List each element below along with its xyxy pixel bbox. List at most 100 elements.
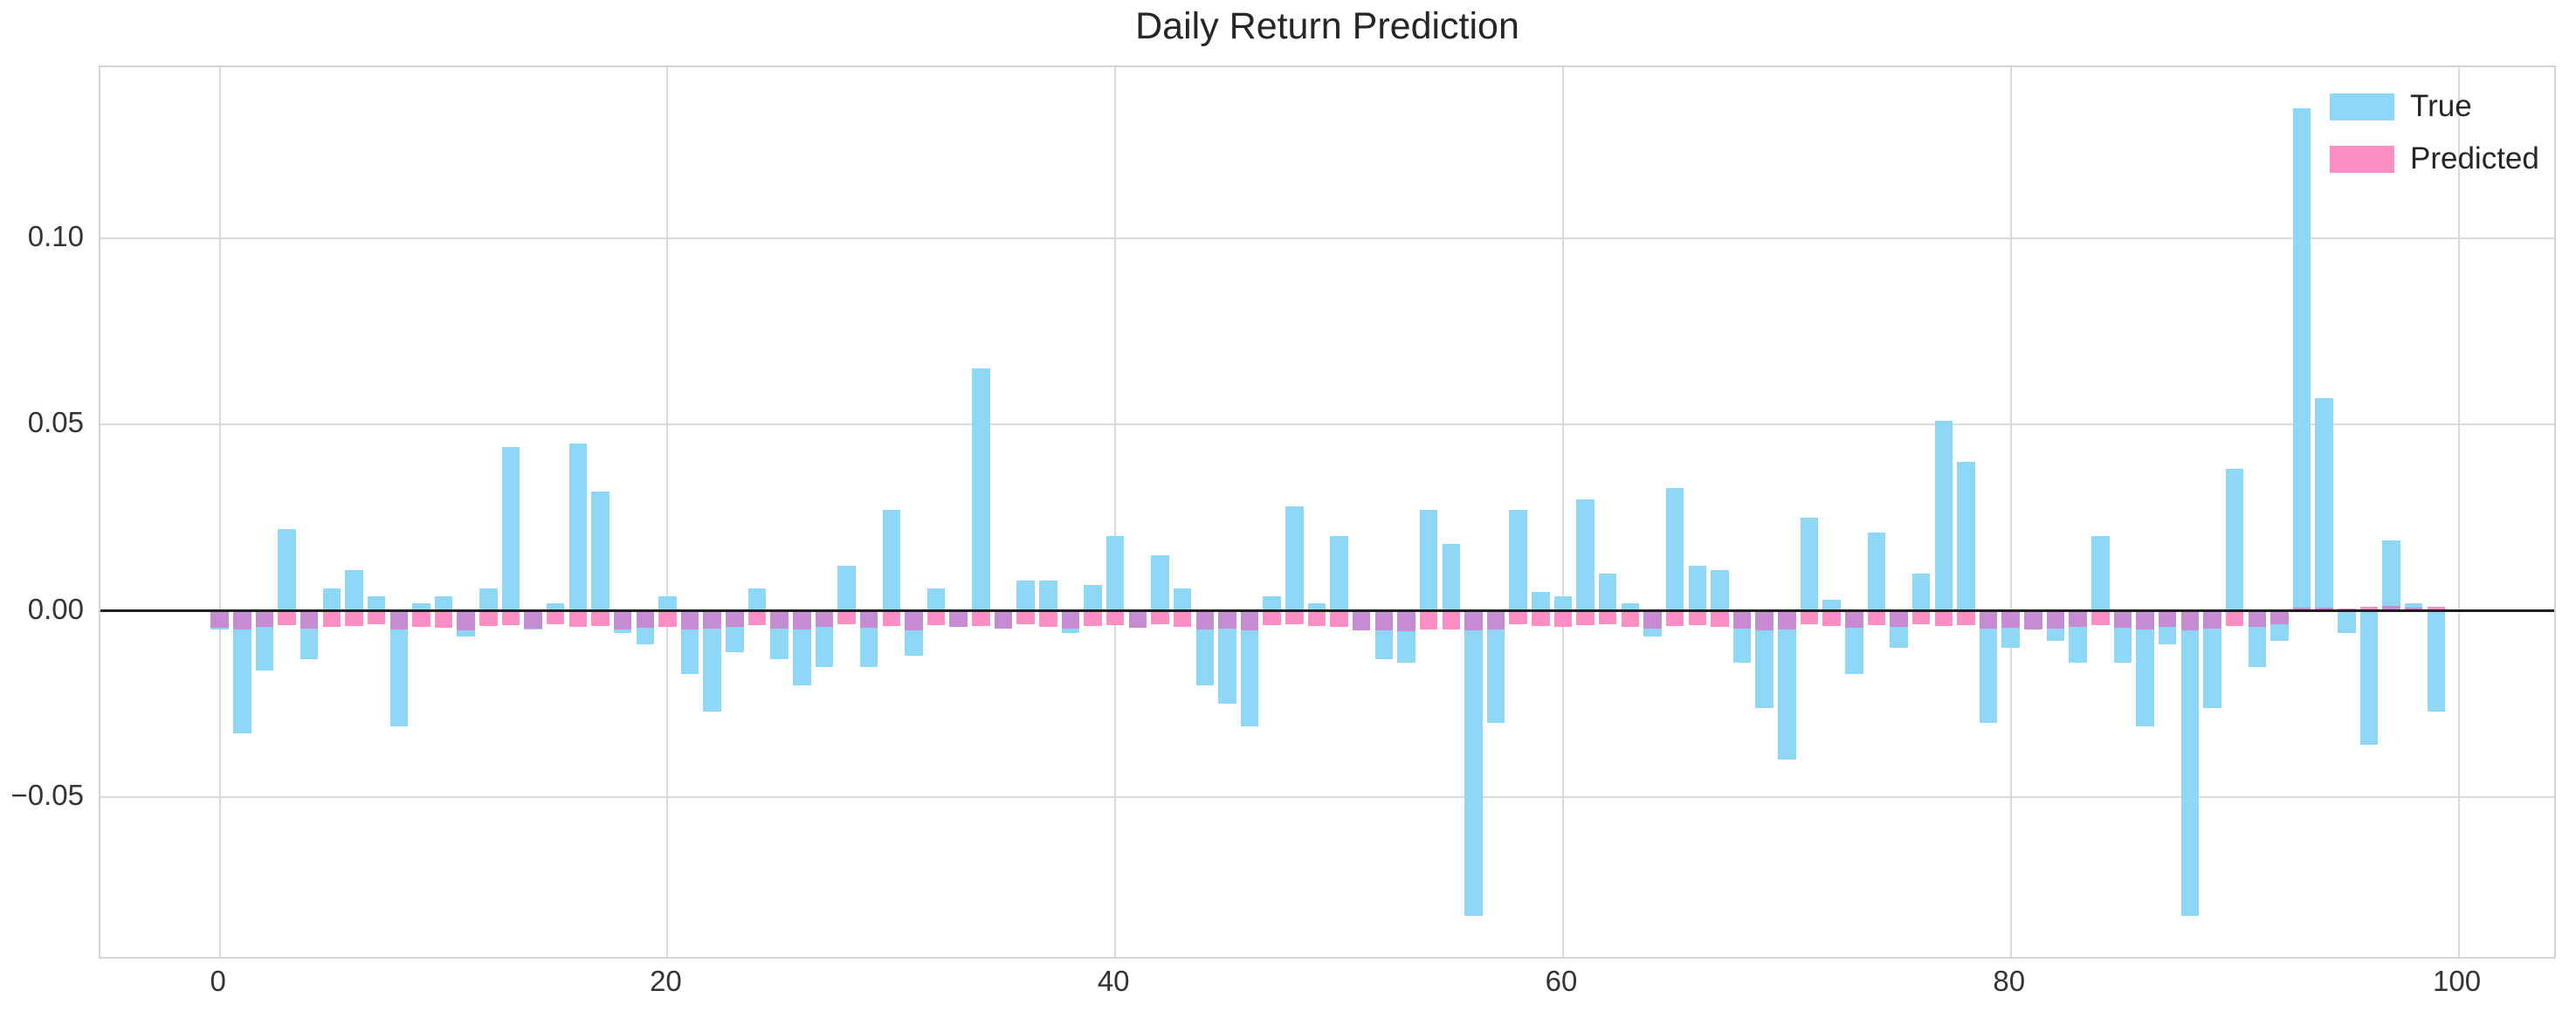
- true-bar-48: [1285, 506, 1304, 611]
- y-tick-label-3: 0.10: [27, 219, 84, 252]
- true-bar-86: [2136, 610, 2154, 726]
- predicted-bar-36: [1016, 610, 1035, 624]
- predicted-bar-75: [1890, 610, 1908, 628]
- predicted-bar-13: [501, 610, 520, 625]
- predicted-bar-68: [1732, 610, 1752, 629]
- predicted-bar-85: [2113, 610, 2132, 628]
- true-bar-36: [1016, 581, 1035, 611]
- predicted-bar-41: [1128, 610, 1147, 628]
- legend-label-true: True: [2410, 89, 2472, 123]
- predicted-bar-0: [210, 610, 229, 629]
- predicted-bar-32: [926, 610, 946, 625]
- predicted-bar-30: [882, 610, 901, 626]
- predicted-bar-54: [1419, 610, 1438, 629]
- predicted-bar-33: [949, 610, 968, 628]
- gridline-x-20: [666, 67, 669, 957]
- predicted-bar-6: [345, 610, 363, 626]
- predicted-bar-83: [2069, 610, 2087, 627]
- predicted-bar-69: [1755, 610, 1774, 630]
- x-tick-label-1: 20: [650, 965, 682, 997]
- true-bar-1: [233, 610, 251, 734]
- true-bar-63: [1621, 603, 1640, 611]
- true-bar-71: [1800, 517, 1819, 611]
- predicted-bar-57: [1486, 610, 1505, 629]
- predicted-bar-93: [2292, 608, 2311, 611]
- true-bar-47: [1263, 595, 1281, 611]
- true-bar-69: [1755, 610, 1774, 708]
- true-bar-70: [1778, 610, 1796, 760]
- predicted-bar-55: [1442, 610, 1461, 629]
- predicted-bar-86: [2136, 610, 2154, 629]
- x-tick-label-4: 80: [1993, 965, 2026, 997]
- true-bar-6: [345, 569, 363, 611]
- predicted-bar-23: [726, 610, 744, 627]
- y-tick-label-0: −0.05: [10, 778, 85, 811]
- true-bar-37: [1039, 581, 1057, 611]
- predicted-bar-87: [2158, 610, 2177, 627]
- true-bar-59: [1532, 592, 1550, 611]
- predicted-bar-27: [815, 610, 834, 628]
- predicted-bar-18: [613, 610, 632, 629]
- predicted-bar-45: [1218, 610, 1236, 629]
- true-bar-93: [2292, 107, 2311, 611]
- predicted-bar-52: [1374, 610, 1394, 631]
- true-bar-45: [1218, 610, 1236, 705]
- predicted-bar-71: [1800, 610, 1819, 624]
- predicted-bar-94: [2315, 608, 2333, 611]
- true-bar-78: [1957, 461, 1975, 611]
- true-bar-20: [658, 595, 677, 611]
- predicted-bar-88: [2180, 610, 2200, 630]
- predicted-bar-10: [434, 610, 453, 628]
- predicted-bar-63: [1621, 610, 1640, 628]
- predicted-bar-62: [1598, 610, 1617, 624]
- predicted-bar-65: [1665, 610, 1684, 626]
- predicted-bar-67: [1711, 610, 1729, 627]
- true-bar-98: [2404, 603, 2423, 611]
- predicted-bar-56: [1464, 610, 1483, 630]
- predicted-bar-34: [972, 610, 990, 626]
- legend-item-true: True: [2330, 80, 2539, 133]
- true-bar-96: [2359, 610, 2379, 746]
- true-bar-5: [322, 588, 341, 611]
- predicted-bar-60: [1553, 610, 1573, 627]
- predicted-bar-21: [680, 610, 699, 629]
- predicted-bar-80: [2001, 610, 2020, 629]
- true-bar-97: [2382, 540, 2400, 611]
- predicted-bar-89: [2203, 610, 2221, 629]
- predicted-bar-29: [859, 610, 878, 629]
- predicted-bar-4: [300, 610, 319, 629]
- y-tick-label-2: 0.05: [27, 406, 84, 439]
- legend: True Predicted: [2330, 80, 2539, 185]
- gridline-y-0.1: [100, 237, 2554, 239]
- predicted-bar-74: [1867, 610, 1886, 625]
- gridline-y--0.05: [100, 795, 2554, 798]
- true-bar-89: [2203, 610, 2221, 708]
- true-bar-30: [882, 510, 901, 611]
- predicted-bar-19: [636, 610, 655, 629]
- true-bar-28: [837, 566, 856, 611]
- true-bar-61: [1576, 499, 1595, 611]
- chart-title: Daily Return Prediction: [1135, 5, 1519, 47]
- legend-swatch-predicted-icon: [2330, 145, 2394, 173]
- true-bar-55: [1442, 543, 1461, 611]
- predicted-bar-50: [1330, 610, 1348, 627]
- predicted-bar-14: [524, 610, 542, 629]
- true-bar-39: [1084, 584, 1102, 611]
- true-bar-88: [2180, 610, 2200, 917]
- true-bar-44: [1195, 610, 1214, 685]
- true-bar-9: [412, 603, 430, 611]
- legend-swatch-true-icon: [2330, 93, 2394, 120]
- zero-line: [100, 609, 2554, 613]
- true-bar-90: [2225, 469, 2244, 611]
- true-bar-46: [1240, 610, 1259, 726]
- true-bar-12: [479, 588, 498, 611]
- predicted-bar-82: [2046, 610, 2065, 629]
- predicted-bar-15: [546, 610, 565, 624]
- predicted-bar-11: [457, 610, 475, 630]
- predicted-bar-9: [412, 610, 430, 627]
- predicted-bar-76: [1911, 610, 1931, 624]
- predicted-bar-97: [2382, 606, 2400, 611]
- predicted-bar-64: [1643, 610, 1662, 629]
- true-bar-49: [1307, 603, 1326, 611]
